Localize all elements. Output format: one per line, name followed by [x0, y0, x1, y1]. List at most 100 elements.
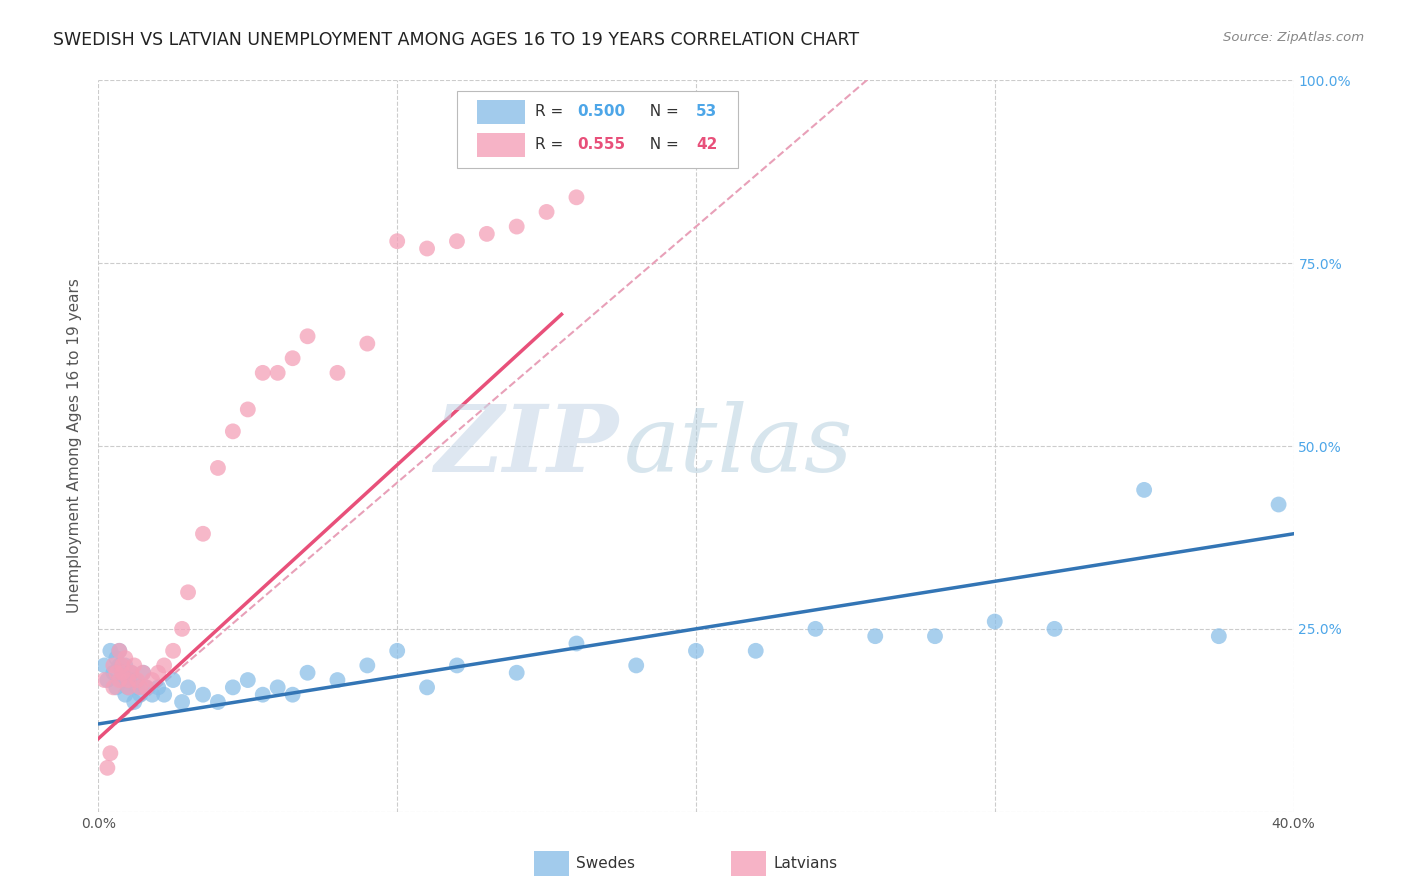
Text: 0.555: 0.555	[578, 137, 626, 153]
Point	[326, 673, 349, 687]
Text: R =: R =	[534, 137, 568, 153]
Point	[141, 688, 163, 702]
Point	[117, 681, 139, 695]
Point	[114, 688, 136, 702]
Point	[120, 665, 142, 680]
Bar	[477, 133, 524, 157]
Point	[446, 658, 468, 673]
Point	[96, 761, 118, 775]
Point	[153, 688, 176, 702]
Point	[281, 688, 304, 702]
Y-axis label: Unemployment Among Ages 16 to 19 years: Unemployment Among Ages 16 to 19 years	[67, 278, 83, 614]
Point	[127, 681, 149, 695]
Text: N =: N =	[640, 137, 683, 153]
Point	[267, 366, 290, 380]
Point	[281, 351, 304, 366]
Point	[177, 681, 200, 695]
Point	[111, 673, 134, 687]
Point	[93, 673, 115, 687]
Point	[124, 695, 146, 709]
Point	[475, 227, 498, 241]
Point	[129, 681, 152, 695]
Point	[326, 366, 349, 380]
Point	[103, 665, 125, 680]
Point	[385, 234, 409, 248]
Point	[356, 336, 378, 351]
Point	[132, 665, 155, 680]
Point	[222, 681, 245, 695]
Point	[177, 585, 200, 599]
Text: N =: N =	[640, 104, 683, 120]
Point	[252, 688, 274, 702]
Point	[865, 629, 887, 643]
Point	[98, 746, 122, 760]
Point	[191, 526, 214, 541]
Point	[114, 651, 136, 665]
Point	[356, 658, 378, 673]
Point	[416, 242, 439, 256]
Point	[141, 673, 163, 687]
Point	[207, 695, 229, 709]
Point	[124, 658, 146, 673]
Point	[153, 658, 176, 673]
Point	[93, 658, 115, 673]
Text: Latvians: Latvians	[773, 856, 838, 871]
Point	[1133, 483, 1156, 497]
Text: atlas: atlas	[624, 401, 853, 491]
Point	[148, 665, 170, 680]
Point	[565, 190, 588, 204]
Point	[685, 644, 707, 658]
Text: ZIP: ZIP	[434, 401, 619, 491]
Point	[114, 658, 136, 673]
Point	[129, 688, 152, 702]
Point	[135, 681, 157, 695]
Point	[108, 658, 131, 673]
Point	[297, 665, 319, 680]
Text: Swedes: Swedes	[576, 856, 636, 871]
Text: 0.500: 0.500	[578, 104, 626, 120]
Point	[132, 665, 155, 680]
Point	[1267, 498, 1289, 512]
Point	[103, 681, 125, 695]
Point	[111, 665, 134, 680]
Point	[1208, 629, 1230, 643]
Point	[804, 622, 827, 636]
Point	[127, 673, 149, 687]
Point	[162, 673, 184, 687]
FancyBboxPatch shape	[457, 91, 738, 168]
Point	[626, 658, 648, 673]
Point	[506, 219, 529, 234]
Point	[565, 636, 588, 650]
Text: 42: 42	[696, 137, 717, 153]
Point	[267, 681, 290, 695]
Text: 53: 53	[696, 104, 717, 120]
Point	[108, 644, 131, 658]
Point	[236, 673, 259, 687]
Point	[135, 681, 157, 695]
Point	[117, 673, 139, 687]
Point	[252, 366, 274, 380]
Point	[162, 644, 184, 658]
Point	[111, 665, 134, 680]
Point	[148, 681, 170, 695]
Bar	[477, 100, 524, 124]
Point	[297, 329, 319, 343]
Point	[108, 673, 131, 687]
Point	[506, 665, 529, 680]
Point	[191, 688, 214, 702]
Point	[105, 681, 128, 695]
Text: R =: R =	[534, 104, 568, 120]
Point	[416, 681, 439, 695]
Point	[745, 644, 768, 658]
Point	[536, 205, 558, 219]
Point	[385, 644, 409, 658]
Point	[207, 461, 229, 475]
Text: SWEDISH VS LATVIAN UNEMPLOYMENT AMONG AGES 16 TO 19 YEARS CORRELATION CHART: SWEDISH VS LATVIAN UNEMPLOYMENT AMONG AG…	[53, 31, 859, 49]
Point	[446, 234, 468, 248]
Point	[96, 673, 118, 687]
Point	[103, 658, 125, 673]
Point	[105, 665, 128, 680]
Point	[124, 673, 146, 687]
Point	[222, 425, 245, 439]
Point	[105, 651, 128, 665]
